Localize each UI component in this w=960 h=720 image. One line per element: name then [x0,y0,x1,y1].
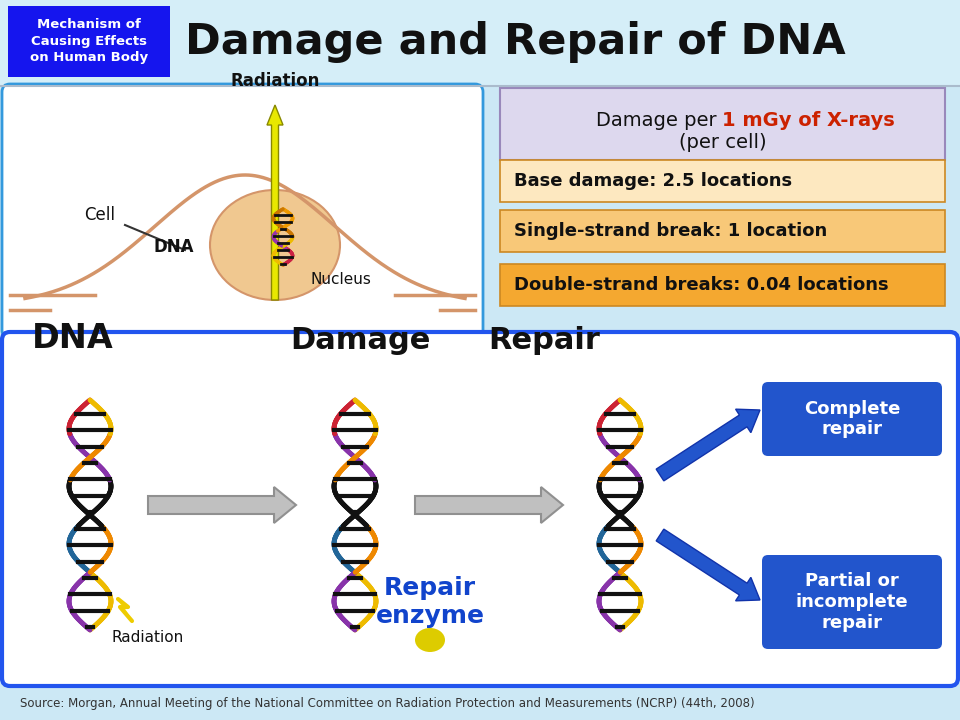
FancyArrow shape [657,409,760,481]
FancyArrow shape [148,487,296,523]
FancyBboxPatch shape [762,555,942,649]
FancyBboxPatch shape [2,84,483,338]
Text: Double-strand breaks: 0.04 locations: Double-strand breaks: 0.04 locations [514,276,889,294]
Ellipse shape [210,190,340,300]
FancyBboxPatch shape [500,160,945,202]
Text: 1 mGy of X-rays: 1 mGy of X-rays [723,110,896,130]
Text: Radiation: Radiation [112,631,184,646]
FancyBboxPatch shape [500,264,945,306]
Text: Single-strand break: 1 location: Single-strand break: 1 location [514,222,828,240]
FancyBboxPatch shape [500,210,945,252]
FancyArrow shape [267,105,283,300]
Text: DNA: DNA [154,238,194,256]
Ellipse shape [415,628,445,652]
Text: Mechanism of
Causing Effects
on Human Body: Mechanism of Causing Effects on Human Bo… [30,19,148,63]
Text: Nucleus: Nucleus [310,272,371,287]
Text: Source: Morgan, Annual Meeting of the National Committee on Radiation Protection: Source: Morgan, Annual Meeting of the Na… [20,698,755,711]
FancyBboxPatch shape [0,0,960,85]
Text: Base damage: 2.5 locations: Base damage: 2.5 locations [514,172,792,190]
Text: Repair: Repair [488,326,600,355]
Text: Damage: Damage [290,326,430,355]
Text: Damage per: Damage per [595,110,723,130]
Polygon shape [118,599,132,621]
FancyBboxPatch shape [500,88,945,160]
Text: Partial or
incomplete
repair: Partial or incomplete repair [796,572,908,632]
Text: Complete
repair: Complete repair [804,400,900,438]
FancyBboxPatch shape [2,332,958,686]
Text: Radiation: Radiation [230,72,320,90]
FancyBboxPatch shape [8,6,170,77]
Text: (per cell): (per cell) [679,132,766,151]
Text: Repair
enzyme: Repair enzyme [375,576,485,628]
Text: Damage and Repair of DNA: Damage and Repair of DNA [185,21,846,63]
Text: DNA: DNA [32,322,113,355]
FancyBboxPatch shape [762,382,942,456]
FancyArrow shape [657,529,760,600]
Text: Cell: Cell [84,206,115,224]
FancyArrow shape [415,487,563,523]
